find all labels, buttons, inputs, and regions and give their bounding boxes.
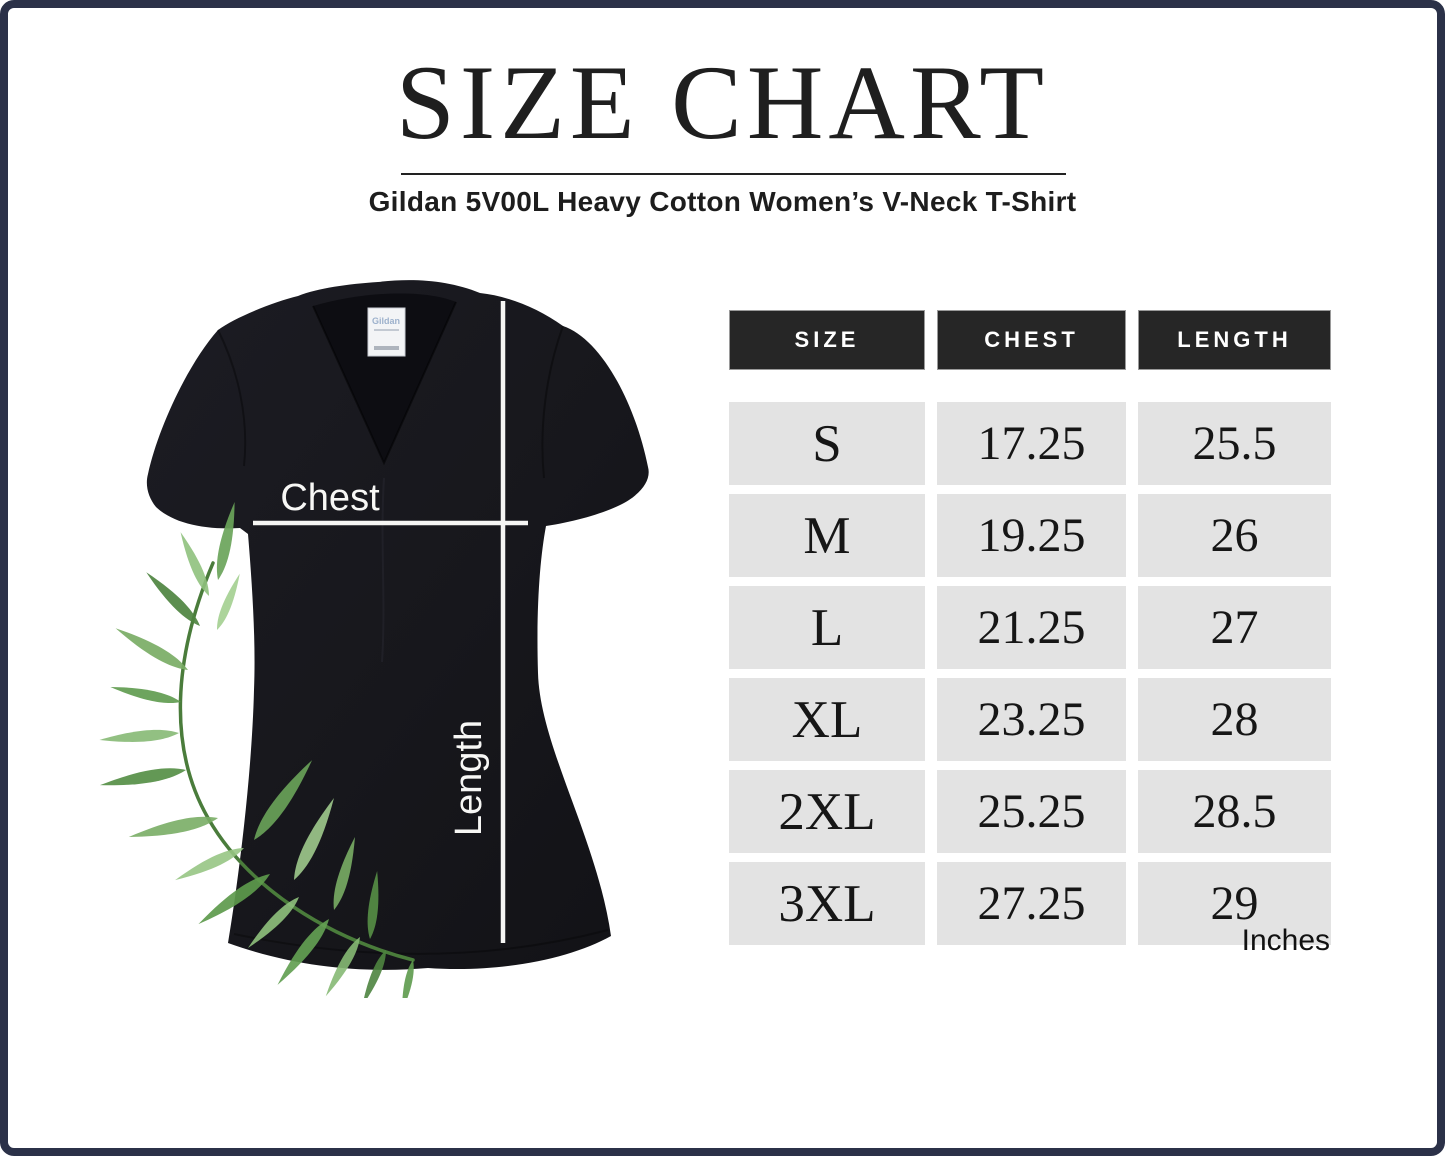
- table-cell-size: XL: [729, 678, 925, 761]
- table-cell-size: 3XL: [729, 862, 925, 945]
- table-cell-length: 26: [1138, 494, 1331, 577]
- table-cell-size: L: [729, 586, 925, 669]
- table-cell-chest: 23.25: [937, 678, 1126, 761]
- table-cell-length: 28.5: [1138, 770, 1331, 853]
- product-subtitle: Gildan 5V00L Heavy Cotton Women’s V-Neck…: [368, 186, 1077, 217]
- table-cell-length: 27: [1138, 586, 1331, 669]
- shirt-svg: Gildan: [98, 280, 649, 1013]
- hem-stitch: [233, 929, 609, 955]
- table-cell-size: M: [729, 494, 925, 577]
- length-label: Length: [448, 720, 490, 836]
- shirt-body: [146, 280, 649, 970]
- table-cell-length: 25.5: [1138, 402, 1331, 485]
- shirt-illustration: Gildan: [68, 278, 688, 1013]
- table-cell-chest: 17.25: [937, 402, 1126, 485]
- chest-label: Chest: [280, 477, 380, 519]
- leaf-branch: [98, 500, 417, 1013]
- table-cell-size: S: [729, 402, 925, 485]
- table-cell-size: 2XL: [729, 770, 925, 853]
- right-sleeve-seam: [541, 325, 564, 479]
- v-neck-shirt: Gildan: [146, 280, 649, 970]
- table-cell-length: 28: [1138, 678, 1331, 761]
- tag-brand-text: Gildan: [372, 316, 400, 326]
- header-length: LENGTH: [1138, 310, 1331, 370]
- neck-opening: [313, 293, 456, 463]
- table-cell-chest: 21.25: [937, 586, 1126, 669]
- front-crease: [381, 477, 385, 663]
- title-underline: [401, 173, 1066, 175]
- tag-line: [374, 329, 399, 331]
- left-sleeve-seam: [217, 329, 247, 467]
- table-cell-chest: 25.25: [937, 770, 1126, 853]
- table-cell-length: 29: [1138, 862, 1331, 945]
- page-title: SIZE CHART: [395, 44, 1050, 161]
- header-size: SIZE: [729, 310, 925, 370]
- table-cell-chest: 27.25: [937, 862, 1126, 945]
- neck-tag: Gildan: [367, 307, 406, 357]
- header-chest: CHEST: [937, 310, 1126, 370]
- units-label: Inches: [1241, 924, 1330, 957]
- table-cell-chest: 19.25: [937, 494, 1126, 577]
- tag-size-marks: [374, 346, 399, 350]
- collar-seam: [312, 301, 457, 466]
- size-table: SIZE CHEST LENGTH S 17.25 25.5 M 19.25 2…: [729, 310, 1331, 945]
